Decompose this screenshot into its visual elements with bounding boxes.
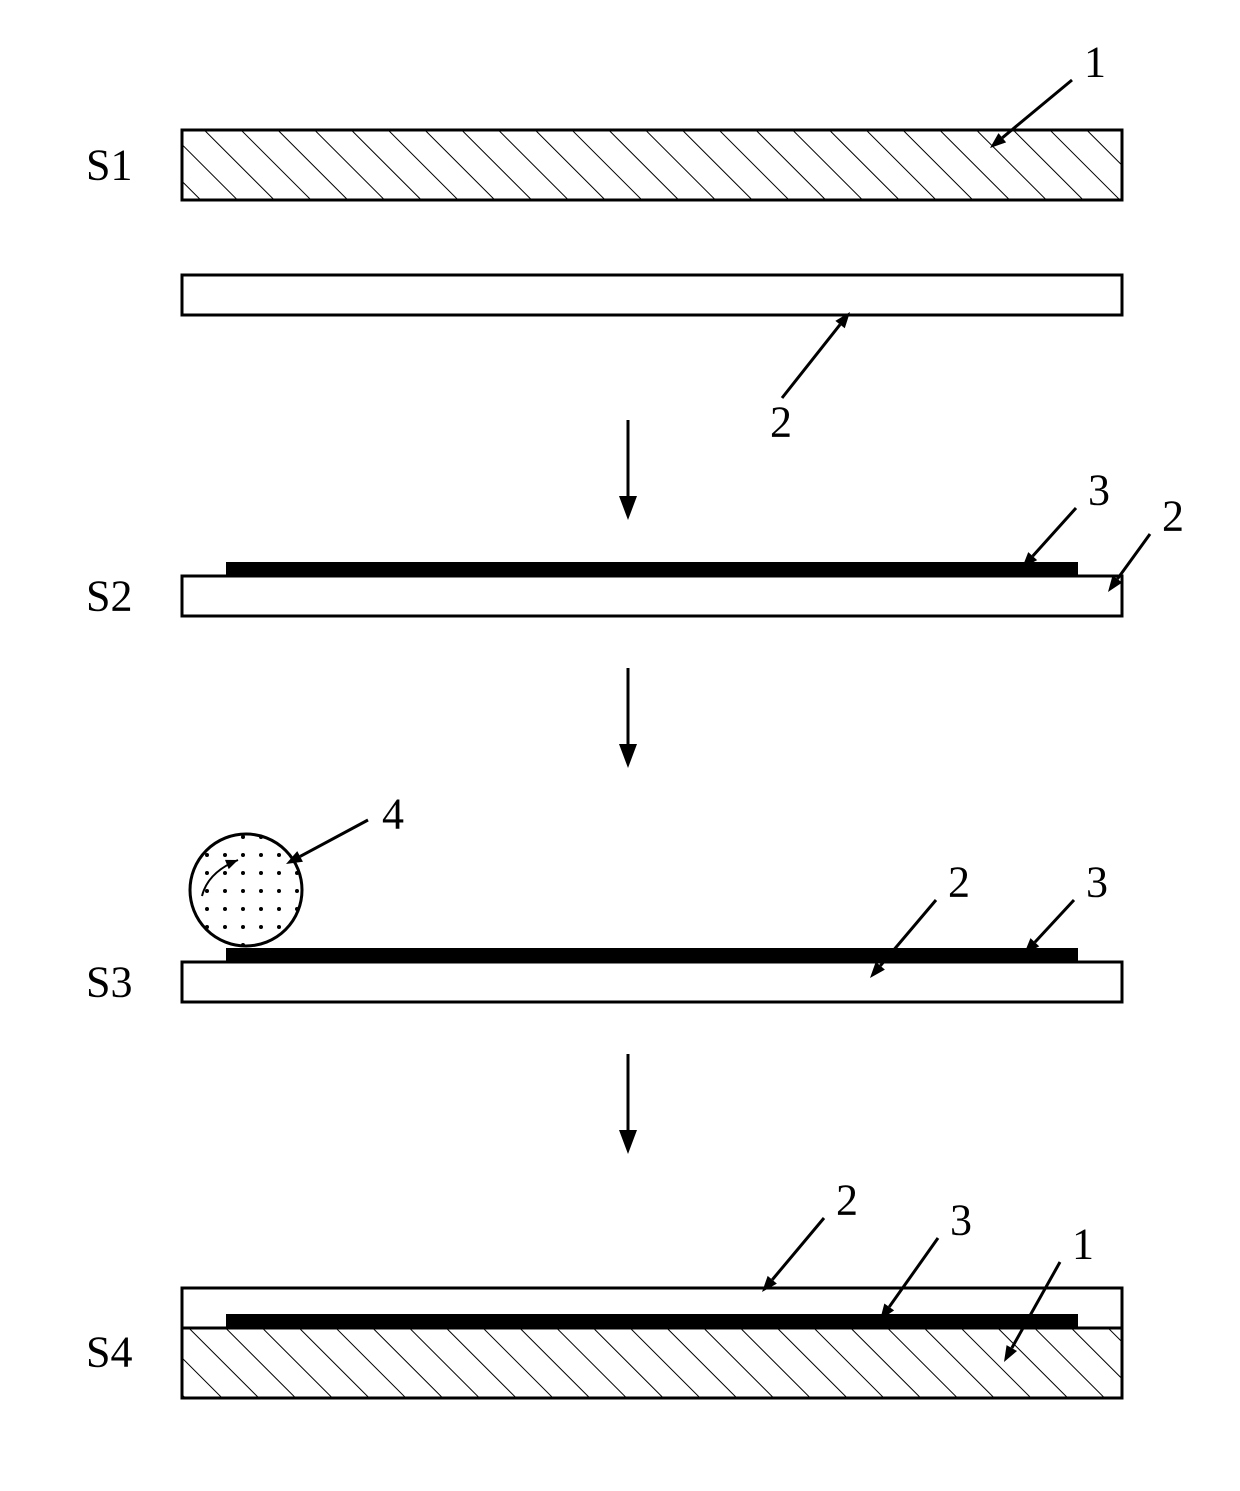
leader-line: [782, 325, 840, 398]
s2-base: [182, 576, 1122, 616]
step-label-s4: S4: [86, 1328, 132, 1377]
step-label-s3: S3: [86, 958, 132, 1007]
roller-icon: [190, 834, 302, 946]
callout-2: 2: [770, 398, 792, 447]
callout-4: 4: [382, 790, 404, 839]
s4-hatched-substrate: [182, 1328, 1122, 1398]
callout-2: 2: [1162, 492, 1184, 541]
flow-arrow-head: [619, 496, 637, 520]
callout-3: 3: [1086, 858, 1108, 907]
leader-line: [1033, 508, 1076, 556]
hatched-layer-1: [182, 130, 1122, 200]
callout-1: 1: [1072, 1220, 1094, 1269]
flow-arrow-head: [619, 744, 637, 768]
leader-line: [1117, 534, 1150, 579]
s4-black-layer: [226, 1314, 1078, 1328]
s2-black-layer: [226, 562, 1078, 576]
callout-3: 3: [1088, 466, 1110, 515]
leader-line: [300, 820, 368, 856]
callout-2: 2: [948, 858, 970, 907]
step-label-s2: S2: [86, 572, 132, 621]
s3-base: [182, 962, 1122, 1002]
callout-2: 2: [836, 1176, 858, 1225]
flow-arrow-head: [619, 1130, 637, 1154]
diagram-root: S1 1 2 S2 3 2 S3 4 2 3 S4 2 3 1: [0, 0, 1240, 1491]
s3-black-layer: [226, 948, 1078, 962]
step-label-s1: S1: [86, 141, 132, 190]
plain-layer-2: [182, 275, 1122, 315]
leader-line: [772, 1218, 824, 1280]
leader-line: [1035, 900, 1074, 942]
callout-1: 1: [1084, 38, 1106, 87]
callout-3: 3: [950, 1196, 972, 1245]
